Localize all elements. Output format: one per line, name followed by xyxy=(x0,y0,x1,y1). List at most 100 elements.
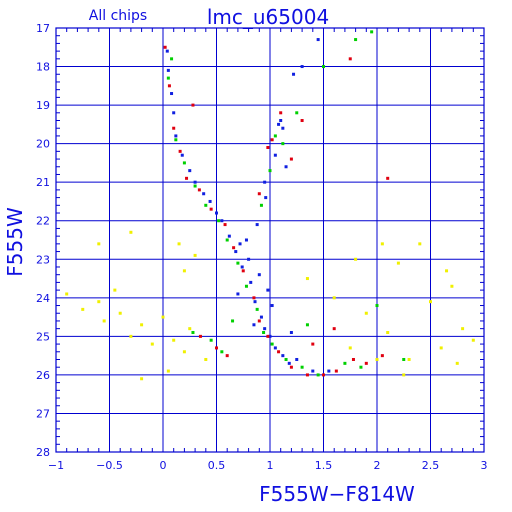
star-point xyxy=(354,38,358,42)
star-point xyxy=(386,176,390,180)
star-point xyxy=(277,122,281,126)
x-tick-label: 2 xyxy=(374,459,381,472)
star-point xyxy=(402,373,406,377)
data-points xyxy=(65,30,475,381)
star-point xyxy=(217,219,221,223)
x-axis-label: F555W−F814W xyxy=(259,482,415,506)
star-point xyxy=(215,346,218,350)
star-point xyxy=(241,269,245,273)
y-tick-label: 22 xyxy=(36,215,50,228)
star-point xyxy=(174,138,178,142)
star-point xyxy=(316,373,320,377)
star-point xyxy=(471,338,475,342)
star-point xyxy=(204,357,208,361)
star-point xyxy=(166,68,170,72)
y-tick-label: 21 xyxy=(36,176,50,189)
star-point xyxy=(81,307,85,311)
star-point xyxy=(279,111,283,115)
star-point xyxy=(167,84,171,88)
star-point xyxy=(255,307,259,311)
star-point xyxy=(450,284,454,288)
star-point xyxy=(150,342,154,346)
star-point xyxy=(268,169,272,173)
star-point xyxy=(191,331,195,335)
star-point xyxy=(268,334,272,338)
x-tick-label: 0.5 xyxy=(208,459,226,472)
star-point xyxy=(198,334,202,338)
star-point xyxy=(311,342,315,346)
y-tick-label: 18 xyxy=(36,61,50,74)
star-point xyxy=(429,300,432,304)
plot-border xyxy=(55,27,485,453)
star-point xyxy=(97,300,101,304)
star-point xyxy=(351,357,355,361)
star-point xyxy=(244,284,248,288)
star-point xyxy=(170,57,174,61)
y-tick-label: 20 xyxy=(36,138,50,151)
x-tick-label: 1 xyxy=(267,459,274,472)
star-point xyxy=(259,315,263,319)
star-point xyxy=(281,126,285,130)
star-point xyxy=(252,296,256,300)
chart-subtitle: All chips xyxy=(89,8,147,24)
y-tick-label: 27 xyxy=(36,407,50,420)
star-point xyxy=(300,365,304,369)
star-point xyxy=(375,357,379,361)
star-point xyxy=(255,223,259,227)
star-point xyxy=(266,288,270,292)
star-point xyxy=(257,273,261,277)
star-point xyxy=(396,261,400,265)
star-point xyxy=(262,331,266,335)
star-point xyxy=(182,161,186,165)
star-point xyxy=(407,357,411,361)
star-point xyxy=(166,369,170,373)
star-point xyxy=(188,169,192,173)
star-point xyxy=(165,49,169,53)
star-point xyxy=(236,292,240,296)
x-tick-label: 0 xyxy=(160,459,167,472)
star-point xyxy=(270,304,274,308)
star-point xyxy=(295,111,299,115)
star-point xyxy=(140,323,144,327)
star-point xyxy=(227,234,231,238)
star-point xyxy=(343,361,347,365)
y-tick-label: 28 xyxy=(36,446,50,459)
star-point xyxy=(129,334,133,338)
star-point xyxy=(236,261,240,265)
star-point xyxy=(292,72,296,76)
star-point xyxy=(348,346,352,350)
star-point xyxy=(197,188,201,192)
star-point xyxy=(215,211,218,215)
star-point xyxy=(161,315,165,319)
star-point xyxy=(295,357,299,361)
star-point xyxy=(263,327,267,331)
x-tick-label: −1 xyxy=(48,459,64,472)
star-point xyxy=(163,45,167,49)
grid-lines xyxy=(56,28,484,452)
star-point xyxy=(461,327,465,331)
star-point xyxy=(273,134,277,138)
x-tick-label: 2.5 xyxy=(422,459,440,472)
star-point xyxy=(386,331,390,335)
star-point xyxy=(185,176,189,180)
star-point xyxy=(193,180,197,184)
star-point xyxy=(402,357,406,361)
star-point xyxy=(284,357,288,361)
star-point xyxy=(322,65,325,69)
star-point xyxy=(332,296,336,300)
star-point xyxy=(113,288,117,292)
star-point xyxy=(209,207,213,211)
star-point xyxy=(279,119,283,123)
y-tick-label: 23 xyxy=(36,253,50,266)
star-point xyxy=(332,327,336,331)
star-point xyxy=(140,377,144,381)
star-point xyxy=(259,203,263,207)
star-point xyxy=(334,369,338,373)
star-point xyxy=(223,223,227,227)
star-point xyxy=(193,253,197,257)
star-point xyxy=(359,365,363,369)
star-point xyxy=(354,257,358,261)
star-point xyxy=(289,365,293,369)
star-point xyxy=(364,361,368,365)
